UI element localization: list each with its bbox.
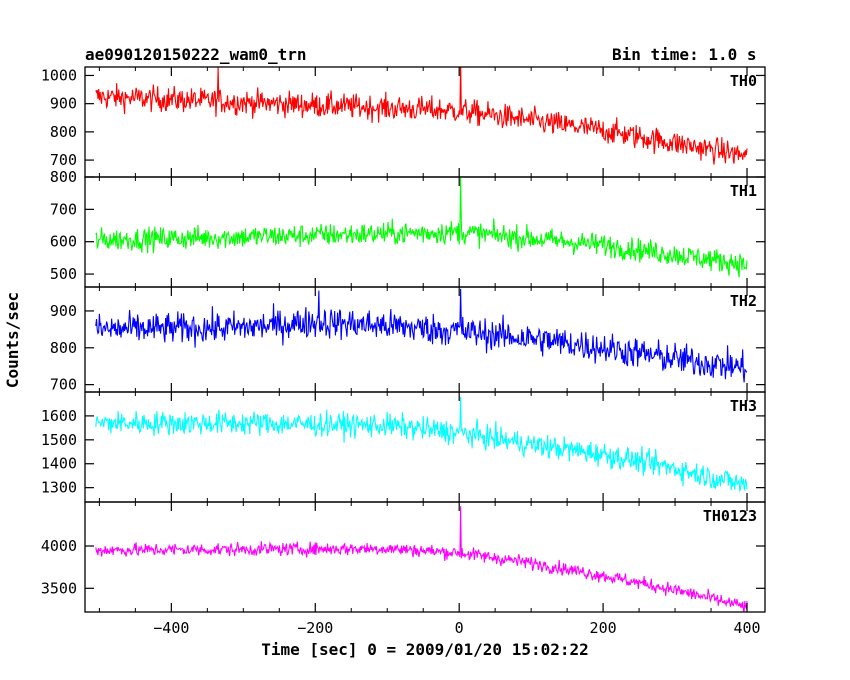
y-tick-label: 3500 <box>41 579 77 597</box>
y-tick-label: 1500 <box>41 431 77 449</box>
x-tick-label: 200 <box>590 619 617 637</box>
plot-title: ae090120150222_wam0_trn <box>85 45 307 64</box>
x-tick-label: 400 <box>733 619 760 637</box>
y-tick-label: 800 <box>50 168 77 186</box>
series-th1 <box>95 177 748 278</box>
y-tick-label: 800 <box>50 123 77 141</box>
y-tick-label: 1600 <box>41 407 77 425</box>
x-tick-label: −400 <box>153 619 189 637</box>
panel-th2: 700 800 900 TH2 <box>50 286 766 394</box>
panel-frame <box>84 66 766 178</box>
panel-frame <box>84 391 766 503</box>
x-tick-label: −200 <box>297 619 333 637</box>
y-tick-label: 900 <box>50 302 77 320</box>
y-tick-label: 800 <box>50 339 77 357</box>
panel-label: TH0 <box>730 72 757 90</box>
series-th0 <box>95 67 748 165</box>
y-tick-label: 1000 <box>41 66 77 84</box>
y-tick-label: 700 <box>50 376 77 394</box>
y-tick-label: 1300 <box>41 479 77 497</box>
y-tick-label: 600 <box>50 233 77 251</box>
panel-frame <box>84 501 766 613</box>
panel-th0: 700 800 900 1000 TH0 <box>41 66 766 178</box>
panel-label: TH0123 <box>703 507 757 525</box>
series-th3 <box>95 396 748 493</box>
panel-th1: 500 600 700 800 TH1 <box>50 168 766 288</box>
y-tick-label: 700 <box>50 200 77 218</box>
y-tick-label: 1400 <box>41 455 77 473</box>
bin-time-label: Bin time: 1.0 s <box>612 45 757 64</box>
y-axis-label: Counts/sec <box>3 292 22 388</box>
panel-th3: 1300 1400 1500 1600 TH3 <box>41 391 766 503</box>
panel-label: TH1 <box>730 182 757 200</box>
panel-frame <box>84 286 766 393</box>
y-tick-label: 500 <box>50 265 77 283</box>
y-tick-label: 700 <box>50 151 77 169</box>
y-tick-label: 900 <box>50 95 77 113</box>
panel-label: TH3 <box>730 397 757 415</box>
panel-th0123: 3500 4000 TH0123 −400 −200 0 200 400 <box>41 501 766 637</box>
panel-label: TH2 <box>730 292 757 310</box>
x-axis-label: Time [sec] 0 = 2009/01/20 15:02:22 <box>261 640 589 659</box>
series-th0123 <box>95 506 748 612</box>
series-th2 <box>95 288 748 383</box>
y-tick-label: 4000 <box>41 537 77 555</box>
x-tick-label: 0 <box>455 619 464 637</box>
